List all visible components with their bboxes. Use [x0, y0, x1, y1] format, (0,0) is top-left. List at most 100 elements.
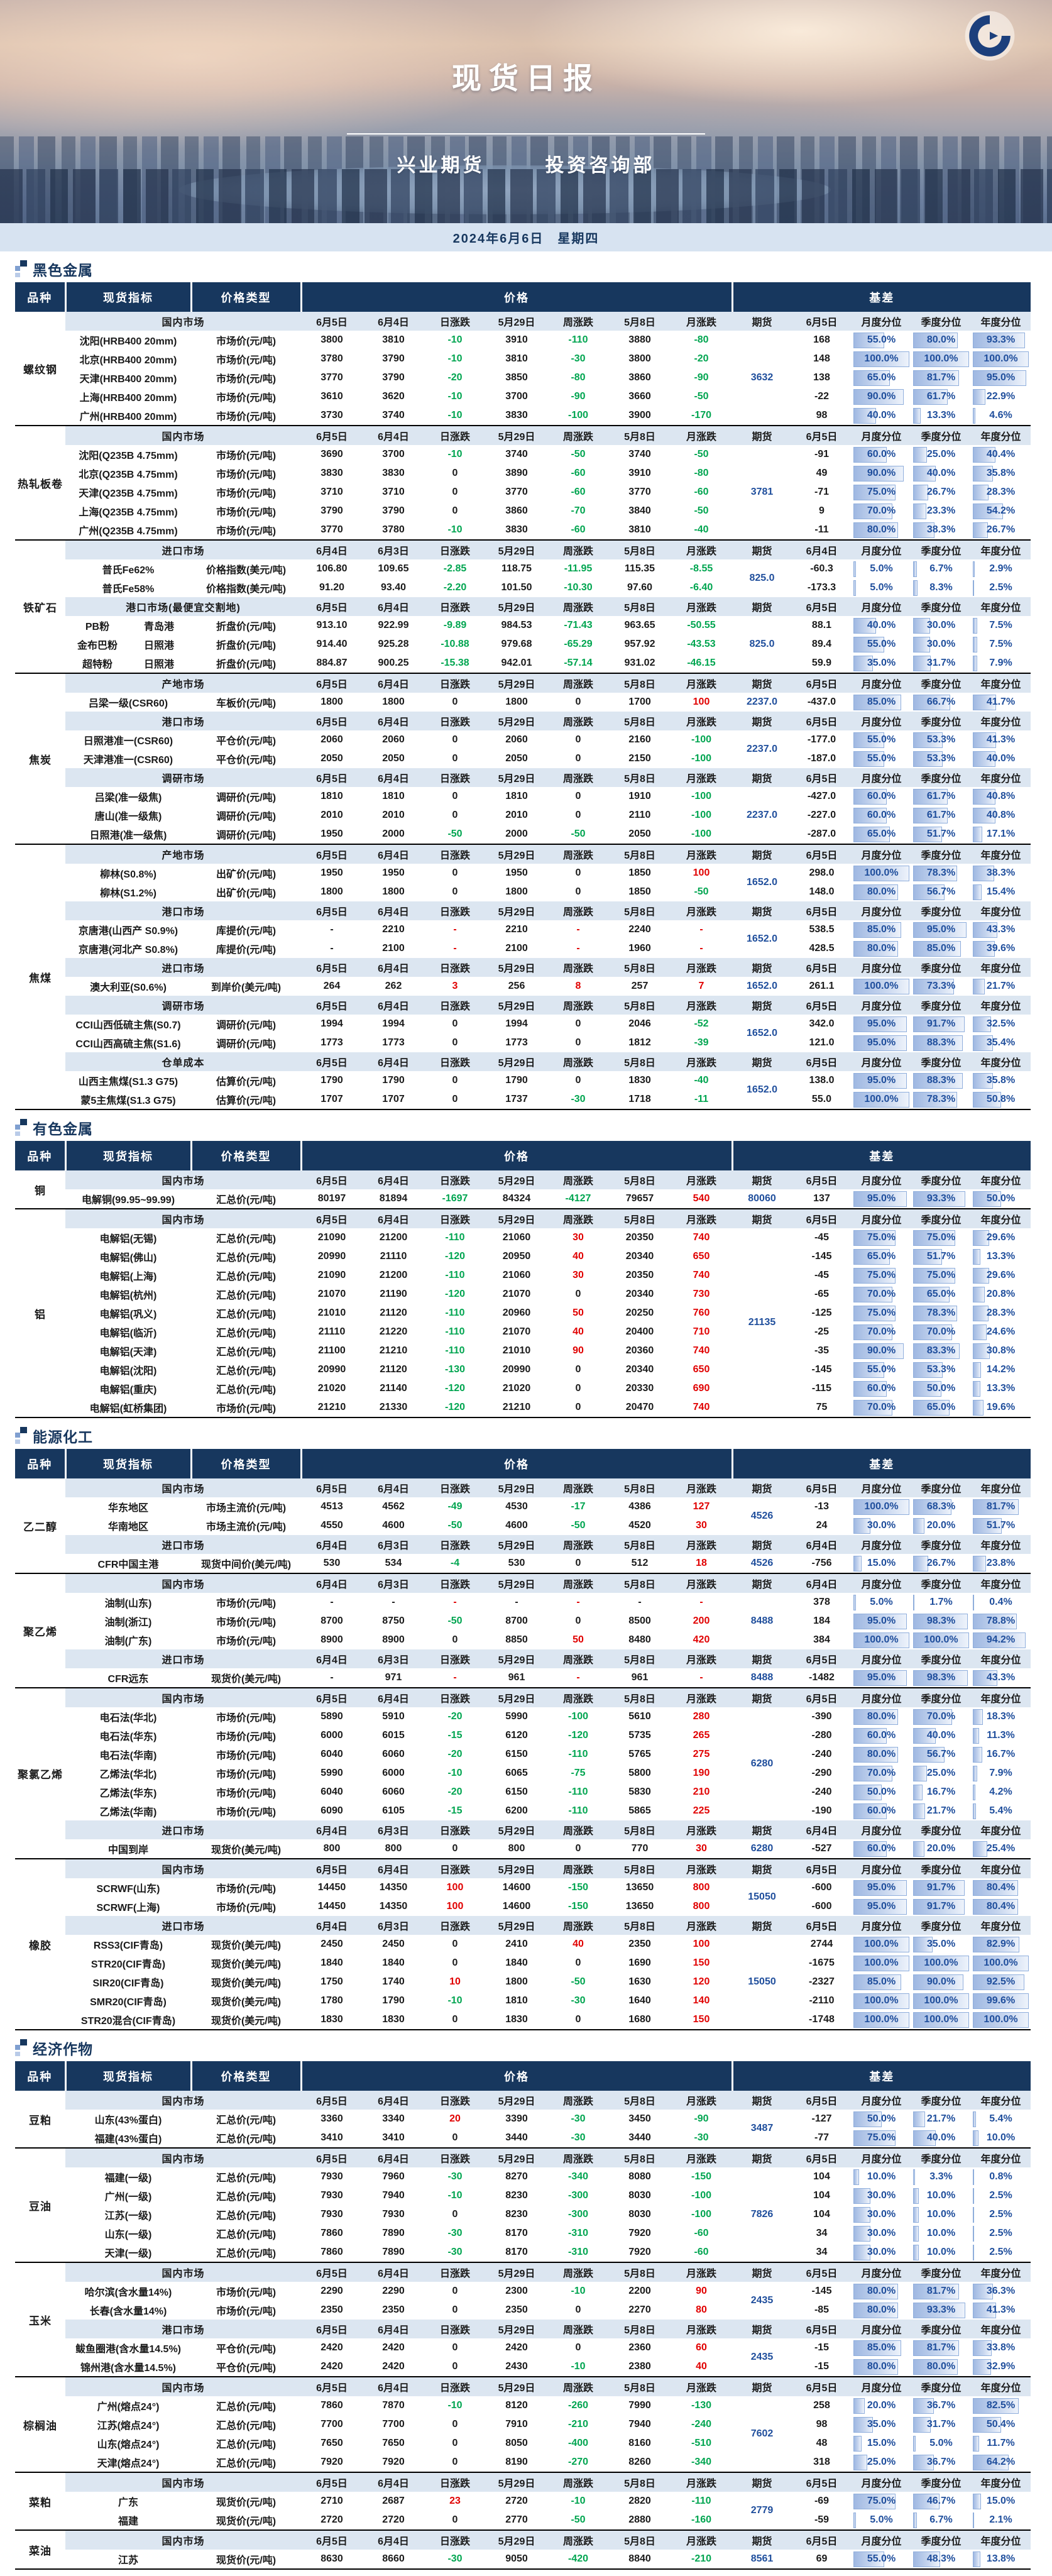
report-title: 现货日报 — [452, 62, 600, 95]
quarterly-percentile-cell: 90.0% — [911, 1973, 971, 1991]
percentile-value: 2.9% — [989, 563, 1012, 574]
change-cell: -110 — [445, 1326, 465, 1337]
daily-change-label: 日涨跌 — [424, 539, 486, 559]
change-cell: - — [453, 1597, 457, 1607]
yearly-percentile-cell: 28.3% — [971, 483, 1031, 502]
percentile-bar — [853, 561, 857, 577]
change-cell: -130 — [444, 1364, 466, 1375]
market-subheader-row: 港口市场 6月5日 6月4日 日涨跌 5月29日 周涨跌 5月8日 月涨跌 期货 6月5日 月度分位… — [15, 2320, 1031, 2338]
basis-cell: -15 — [814, 2342, 830, 2353]
price-type-cell: 到岸价(美元/吨) — [211, 983, 282, 993]
data-row: 吕梁一级(CSR60) 车板价(元/吨) 1800 1800 0 1800 0 1700 100… — [15, 693, 1031, 712]
price-cell: 1790 — [382, 1995, 405, 2006]
date-col-label: 6月4日 — [363, 958, 424, 977]
market-label: 国内市场 — [65, 2472, 301, 2492]
percentile-value: 65.0% — [926, 1289, 956, 1299]
basis-cell: 34 — [816, 2228, 828, 2238]
date-col-label: 6月4日 — [301, 1535, 363, 1554]
data-row: 乙烯法(华东) 市场价(元/吨) 6040 6060 -20 6150 -110 5830 21… — [15, 1783, 1031, 1802]
yearly-percentile-cell: 43.3% — [971, 920, 1031, 939]
percentile-bar — [853, 2169, 859, 2185]
percentile-bar — [853, 1305, 896, 1321]
percentile-value: 66.7% — [926, 696, 956, 707]
date-col-label: 6月4日 — [363, 1858, 424, 1878]
daily-change-label: 日涨跌 — [424, 1170, 486, 1189]
quarterly-percentile-cell: 10.0% — [911, 2186, 971, 2205]
percentile-bar — [973, 1613, 1017, 1629]
percentile-bar — [913, 1230, 955, 1246]
percentile-bar — [973, 1727, 980, 1744]
price-type-cell: 库提价(元/吨) — [216, 945, 277, 955]
date-col-label: 6月5日 — [301, 2376, 363, 2396]
percentile-value: 51.7% — [926, 1251, 956, 1262]
indicator-cell: 广州(Q235B 4.75mm) — [79, 526, 178, 537]
percentile-value: 5.0% — [870, 1597, 893, 1607]
data-row: 电解铝(临沂) 汇总价(元/吨) 21110 21220 -110 21070 40 2040… — [15, 1323, 1031, 1341]
percentile-bar — [913, 332, 958, 348]
price-cell: 2000 — [382, 828, 405, 839]
data-row: 华南地区 市场主流价(元/吨) 4550 4600 -50 4600 -50 4520 30 24… — [15, 1516, 1031, 1535]
price-cell: 3790 — [382, 372, 405, 383]
price-cell: 1773 — [505, 1037, 528, 1048]
percentile-bar-wrap: 25.0% — [913, 1765, 969, 1781]
percentile-bar-wrap: 98.3% — [913, 1670, 969, 1686]
price-cell: 3810 — [382, 334, 405, 345]
quarterly-percentile-cell: 78.3% — [911, 1090, 971, 1109]
price-cell: 21110 — [318, 1326, 346, 1337]
percentile-value: 68.3% — [926, 1501, 956, 1512]
price-cell: 3390 — [505, 2113, 528, 2124]
percentile-value: 65.0% — [867, 372, 896, 383]
percentile-value: 40.4% — [986, 449, 1016, 460]
basis-cell: -287.0 — [807, 828, 836, 839]
quarterly-percentile-cell: 91.7% — [911, 1878, 971, 1897]
yearly-percentile-cell: 35.8% — [971, 1071, 1031, 1090]
change-cell: 7 — [698, 981, 704, 991]
date-col-label: 6月4日 — [301, 1573, 363, 1593]
data-row: 广州(熔点24°) 汇总价(元/吨) 7860 7870 -10 8120 -260 7990… — [15, 2396, 1031, 2439]
percentile-bar-wrap: 7.9% — [973, 655, 1029, 671]
data-row: SIR20(CIF青岛) 现货价(美元/吨) 1750 1740 10 1800 -50 16… — [15, 1973, 1031, 1991]
percentile-value: 70.0% — [867, 1326, 896, 1337]
percentile-bar — [913, 1305, 957, 1321]
change-cell: 0 — [452, 2419, 458, 2430]
percentile-bar-wrap: 36.7% — [913, 2397, 969, 2414]
change-cell: 0 — [452, 2132, 458, 2143]
change-cell: 0 — [575, 791, 581, 801]
basis-cell: 9 — [819, 505, 825, 516]
data-row: 锦州港(含水量14.5%) 平仓价(元/吨) 2420 2420 0 2430 -10 238… — [15, 2357, 1031, 2377]
date-col-label: 5月8日 — [609, 1687, 671, 1707]
date-col-label: 6月4日 — [363, 2091, 424, 2110]
price-cell: 2050 — [628, 828, 651, 839]
indicator-cell: 电石法(华北) — [99, 1713, 157, 1724]
weekly-change-label: 周涨跌 — [547, 673, 609, 693]
price-cell: 14350 — [379, 1882, 408, 1893]
price-cell: 21220 — [379, 1326, 408, 1337]
market-subheader-row: 聚氯乙烯 国内市场 6月5日 6月4日 日涨跌 5月29日 周涨跌 5月8日 月涨跌 期货 6月5日… — [15, 1687, 1031, 1859]
basis-cell: -390 — [811, 1711, 832, 1722]
percentile-value: 60.0% — [867, 810, 896, 820]
quarterly-percentile-cell: 40.0% — [911, 2128, 971, 2148]
price-type-cell: 汇总价(元/吨) — [216, 2402, 277, 2413]
indicator-cell: 鲅鱼圈港(含水量14.5%) — [75, 2344, 182, 2355]
date-col-label: 5月29日 — [486, 768, 547, 787]
change-cell: 0 — [452, 487, 458, 497]
price-cell: 1707 — [382, 1094, 405, 1104]
price-cell: 20340 — [625, 1251, 654, 1262]
percentile-bar — [853, 1880, 907, 1896]
percentile-value: 61.7% — [926, 791, 956, 801]
basis-cell: 148 — [813, 353, 830, 364]
price-type-cell: 市场价(元/吨) — [216, 336, 277, 347]
species-name: 焦炭 — [15, 673, 65, 844]
monthly-percentile-cell: 55.0% — [852, 635, 911, 654]
data-row: 山东(43%蛋白) 汇总价(元/吨) 3360 3340 20 3390 -30 3450 -9… — [15, 2110, 1031, 2133]
basis-cell: 298.0 — [809, 867, 835, 878]
change-cell: -15 — [447, 1730, 463, 1741]
change-cell: 80 — [696, 2304, 707, 2315]
percentile-bar-wrap: 70.0% — [853, 1399, 909, 1416]
percentile-bar-wrap: 46.7% — [913, 2493, 969, 2509]
price-type-cell: 调研价(元/吨) — [216, 1039, 277, 1050]
date-col-label: 5月29日 — [486, 312, 547, 331]
percentile-bar-wrap: 2.5% — [973, 2206, 1029, 2223]
quarterly-percentile-cell: 83.3% — [911, 1341, 971, 1360]
percentile-bar-wrap: 32.9% — [973, 2359, 1029, 2375]
